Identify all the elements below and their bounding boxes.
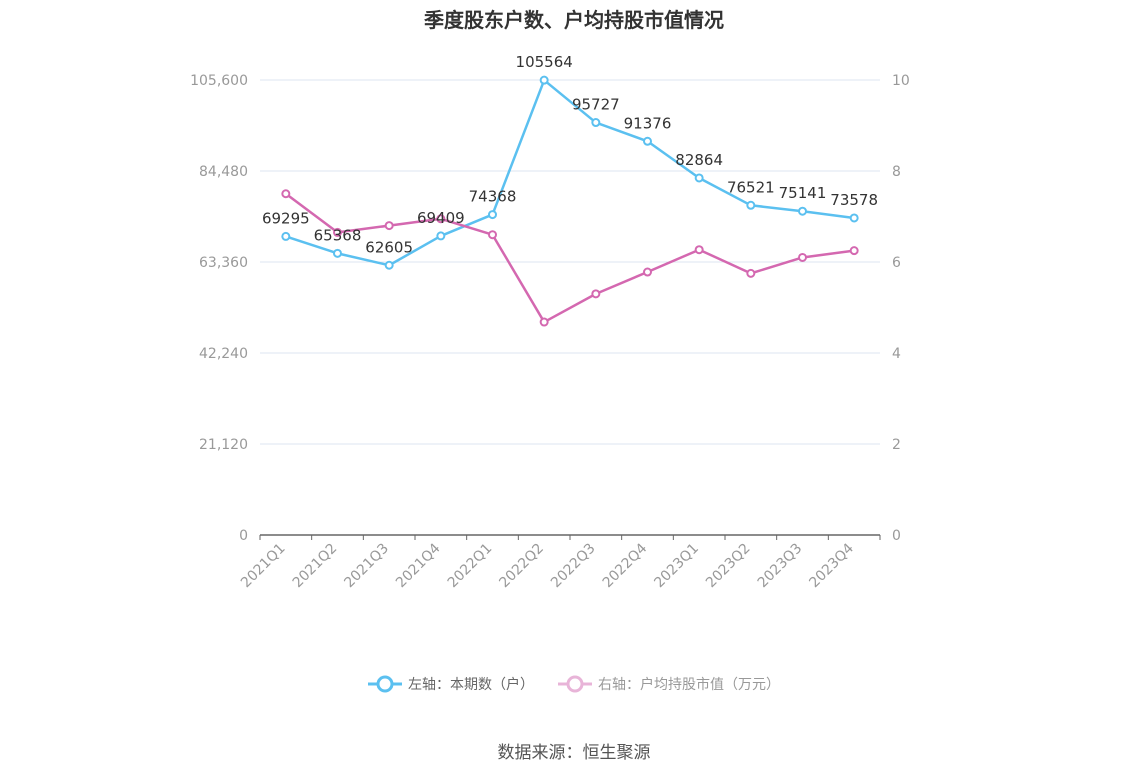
x-tick-label: 2022Q3 [548,541,599,592]
y-right-tick-label: 2 [892,437,901,453]
series-1-point [798,252,807,262]
legend-marker-pink-icon [558,675,592,693]
y-left-tick-label: 84,480 [199,164,248,180]
legend-item-right-axis[interactable]: 右轴：户均持股市值（万元） [558,674,780,694]
x-tick-label: 2022Q2 [496,541,547,592]
series-0-point [281,231,291,241]
series-0-point [643,136,652,146]
grid-lines [260,79,880,445]
series-line-1 [285,192,855,324]
data-label: 73578 [830,191,878,209]
series-1-point [436,214,446,224]
series-0-point [539,75,549,85]
axes [259,534,881,540]
legend: 左轴：本期数（户） 右轴：户均持股市值（万元） [0,674,1148,694]
y-right-tick-label: 4 [892,346,901,362]
y-left-tick-label: 105,600 [190,73,248,89]
data-label: 105564 [516,53,573,71]
series-1-point [746,268,756,278]
series-0-point [746,200,756,210]
data-label: 62605 [365,238,413,256]
data-label: 76521 [727,178,775,196]
y-left-tick-label: 0 [239,528,248,544]
legend-label-right-axis: 右轴：户均持股市值（万元） [598,677,780,693]
y-left-tick-label: 42,240 [199,346,248,362]
data-label: 91376 [624,114,672,132]
x-tick-label: 2021Q3 [341,541,392,592]
series-0-point [849,213,859,223]
series-1-point [281,189,291,199]
x-tick-label: 2023Q1 [651,541,702,592]
x-tick-label: 2023Q4 [806,540,857,591]
x-tick-label: 2022Q1 [445,541,496,592]
series-0-point [384,260,394,270]
series-0-point [798,206,807,216]
series-0-point [591,118,601,128]
data-label: 69409 [417,209,465,227]
data-label: 75141 [779,184,827,202]
data-label: 74368 [469,188,517,206]
series-1-point [333,227,342,237]
series-1-point [849,246,859,256]
x-tick-label: 2021Q1 [238,541,289,592]
data-label: 95727 [572,96,620,114]
tick-labels: 0 0 21,120 2 42,240 4 63,360 6 84,480 8 105,600 10 2… [190,73,910,591]
y-right-tick-label: 0 [892,528,901,544]
series-lines [281,75,859,327]
series-0-point [488,210,497,220]
series-0-point [436,231,446,241]
data-label: 69295 [262,209,310,227]
x-tick-label: 2021Q2 [290,541,341,592]
source-note: 数据来源：恒生聚源 [497,743,651,763]
y-left-tick-label: 63,360 [199,255,248,271]
y-left-tick-label: 21,120 [199,437,248,453]
series-1-point [591,289,601,299]
x-tick-label: 2022Q4 [600,540,651,591]
x-tick-label: 2023Q3 [755,541,806,592]
y-right-tick-label: 8 [892,164,901,180]
legend-label-left-axis: 左轴：本期数（户） [408,677,534,693]
x-tick-label: 2021Q4 [393,540,444,591]
series-1-point [488,230,497,240]
legend-item-left-axis[interactable]: 左轴：本期数（户） [368,674,534,694]
data-label: 65368 [314,226,362,244]
legend-marker-blue-icon [368,675,402,693]
series-1-point [643,267,652,277]
series-1-point [539,317,549,327]
y-right-tick-label: 10 [892,73,910,89]
series-1-point [384,221,394,231]
y-right-tick-label: 6 [892,255,901,271]
series-0-point [333,248,342,258]
data-label: 82864 [675,151,723,169]
x-tick-label: 2023Q2 [703,541,754,592]
series-line-0 [285,78,855,267]
series-1-point [694,245,704,255]
chart-title: 季度股东户数、户均持股市值情况 [424,8,724,32]
series-0-point [694,173,704,183]
